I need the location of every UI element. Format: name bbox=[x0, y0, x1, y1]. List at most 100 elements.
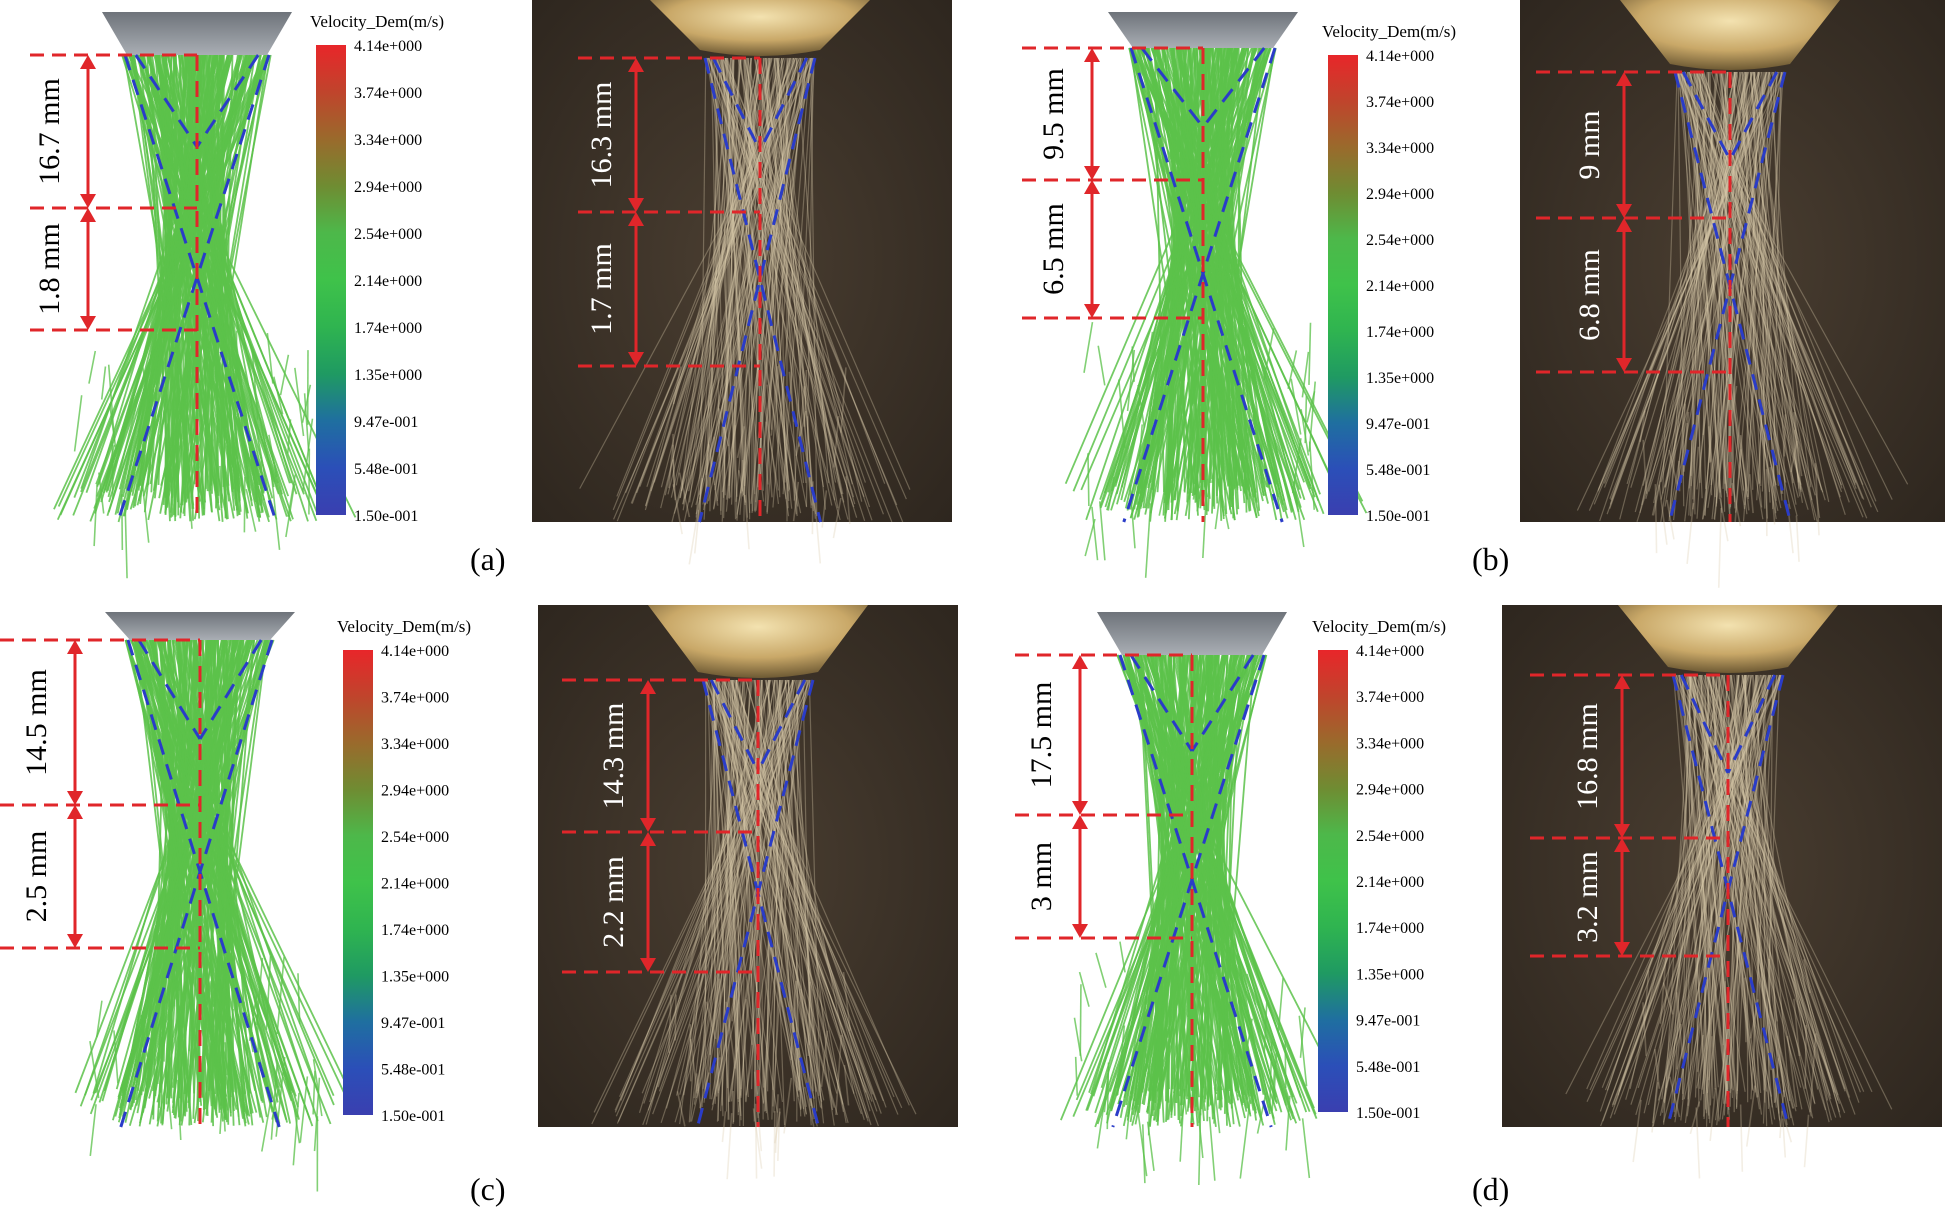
stream-line bbox=[726, 57, 746, 487]
stream-line bbox=[1711, 71, 1759, 520]
stream-line bbox=[1629, 674, 1723, 1089]
stream-line bbox=[771, 679, 782, 1120]
stream-line bbox=[1680, 71, 1868, 519]
stream-fragment bbox=[1209, 412, 1222, 471]
stream-line bbox=[1693, 71, 1748, 498]
stream-line bbox=[613, 57, 813, 520]
stream-fragment bbox=[261, 1098, 272, 1152]
stream-line bbox=[1760, 674, 1780, 1114]
stream-fragment bbox=[1074, 1056, 1079, 1096]
stream-fragment bbox=[693, 477, 704, 554]
stream-fragment bbox=[1167, 1055, 1170, 1090]
colorbar-tick-label: 3.34e+000 bbox=[1366, 140, 1434, 157]
stream-fragment bbox=[266, 332, 274, 384]
stream-fragment bbox=[1709, 1088, 1717, 1142]
stream-line bbox=[757, 57, 783, 488]
stream-line bbox=[767, 679, 770, 1092]
stream-fragment bbox=[1213, 1050, 1218, 1124]
stream-line bbox=[1673, 674, 1692, 1113]
colorbar-tick-label: 3.74e+000 bbox=[1356, 689, 1424, 706]
sim-upper-dim-arrowhead-bottom bbox=[1072, 801, 1088, 815]
stream-line bbox=[1643, 674, 1747, 1114]
stream-fragment bbox=[689, 1038, 698, 1094]
cone-inner-right bbox=[1190, 654, 1255, 752]
stream-line bbox=[740, 679, 771, 1098]
stream-fragment bbox=[113, 1030, 119, 1084]
stream-fragment bbox=[1686, 502, 1695, 564]
stream-line bbox=[1603, 71, 1773, 488]
stream-line bbox=[1677, 71, 1716, 498]
stream-line bbox=[1761, 71, 1766, 509]
stream-fragment bbox=[268, 434, 278, 478]
stream-fragment bbox=[845, 476, 851, 525]
stream-fragment bbox=[1795, 515, 1800, 562]
stream-line bbox=[1681, 674, 1697, 1100]
stream-line bbox=[1679, 71, 1879, 513]
stream-fragment bbox=[185, 452, 193, 529]
stream-fragment bbox=[1704, 383, 1712, 462]
stream-fragment bbox=[1158, 473, 1169, 516]
stream-line bbox=[1731, 674, 1735, 1113]
stream-fragment bbox=[699, 1072, 710, 1109]
stream-line bbox=[711, 679, 797, 1111]
stream-fragment bbox=[821, 490, 828, 528]
stream-fragment bbox=[297, 973, 301, 1024]
stream-line bbox=[725, 57, 770, 512]
stream-line bbox=[1762, 674, 1781, 1124]
stream-line bbox=[1662, 674, 1782, 1123]
colorbar-tick-label: 1.74e+000 bbox=[1366, 324, 1434, 341]
stream-line bbox=[134, 639, 335, 1097]
stream-fragment bbox=[1192, 338, 1198, 404]
stream-line bbox=[765, 679, 814, 1120]
colorbar-tick-label: 2.14e+000 bbox=[381, 876, 449, 893]
stream-fragment bbox=[89, 1041, 100, 1099]
stream-fragment bbox=[219, 1098, 223, 1134]
nozzle-photo bbox=[648, 605, 868, 678]
stream-line bbox=[1701, 71, 1877, 502]
stream-fragment bbox=[1137, 384, 1146, 428]
stream-line bbox=[1149, 47, 1277, 484]
panel-label: (a) bbox=[470, 541, 506, 577]
stream-line bbox=[155, 54, 309, 522]
stream-line bbox=[1696, 71, 1784, 494]
stream-line bbox=[1751, 674, 1768, 1127]
stream-fragment bbox=[1078, 971, 1090, 1007]
stream-line bbox=[711, 679, 742, 1090]
stream-line bbox=[718, 679, 809, 1091]
stream-line bbox=[712, 679, 742, 1117]
stream-line bbox=[780, 57, 815, 512]
stream-line bbox=[1177, 47, 1278, 521]
cone-inner-left bbox=[1679, 674, 1730, 774]
stream-line bbox=[713, 679, 867, 1093]
stream-fragment bbox=[141, 364, 151, 409]
exp-lower-dim-arrowhead-bottom bbox=[1614, 942, 1630, 956]
stream-line bbox=[1709, 674, 1754, 1091]
stream-line bbox=[1702, 71, 1783, 520]
stream-line bbox=[729, 679, 872, 1126]
stream-line bbox=[702, 679, 770, 1090]
stream-fragment bbox=[271, 1089, 280, 1120]
stream-line bbox=[649, 679, 771, 1103]
stream-line bbox=[714, 57, 866, 522]
stream-line bbox=[660, 57, 772, 488]
stream-line bbox=[1675, 71, 1864, 518]
stream-line bbox=[707, 57, 806, 502]
stream-fragment bbox=[688, 509, 699, 565]
stream-fragment bbox=[783, 1077, 793, 1134]
stream-line bbox=[1613, 674, 1772, 1106]
stream-line bbox=[1194, 654, 1223, 1108]
sim-lower-dim-arrowhead-bottom bbox=[67, 934, 83, 948]
stream-fragment bbox=[840, 367, 847, 433]
stream-line bbox=[1699, 674, 1731, 1120]
sim-upper-dim-label: 14.5 mm bbox=[20, 669, 53, 776]
simulation-view: 17.5 mm 3 mm bbox=[1015, 612, 1343, 1186]
stream-line bbox=[1660, 71, 1767, 500]
stream-fragment bbox=[1300, 409, 1310, 456]
stream-line bbox=[1756, 71, 1784, 501]
stream-fragment bbox=[1208, 1116, 1216, 1181]
stream-fragment bbox=[312, 1070, 316, 1115]
stream-fragment bbox=[1308, 381, 1317, 452]
stream-fragment bbox=[173, 956, 180, 991]
stream-fragment bbox=[754, 1103, 758, 1179]
panel-label: (b) bbox=[1472, 541, 1509, 577]
